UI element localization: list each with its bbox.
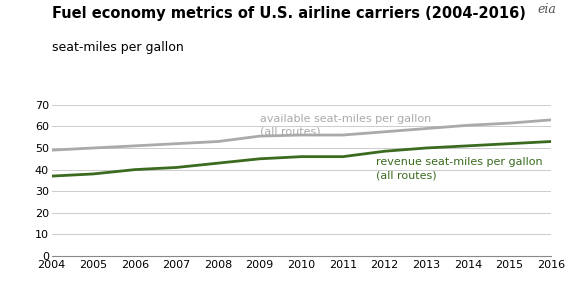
- Text: eia: eia: [538, 3, 557, 16]
- Text: revenue seat-miles per gallon
(all routes): revenue seat-miles per gallon (all route…: [376, 157, 543, 180]
- Text: seat-miles per gallon: seat-miles per gallon: [52, 41, 184, 54]
- Text: Fuel economy metrics of U.S. airline carriers (2004-2016): Fuel economy metrics of U.S. airline car…: [52, 6, 526, 21]
- Text: available seat-miles per gallon
(all routes): available seat-miles per gallon (all rou…: [259, 114, 431, 137]
